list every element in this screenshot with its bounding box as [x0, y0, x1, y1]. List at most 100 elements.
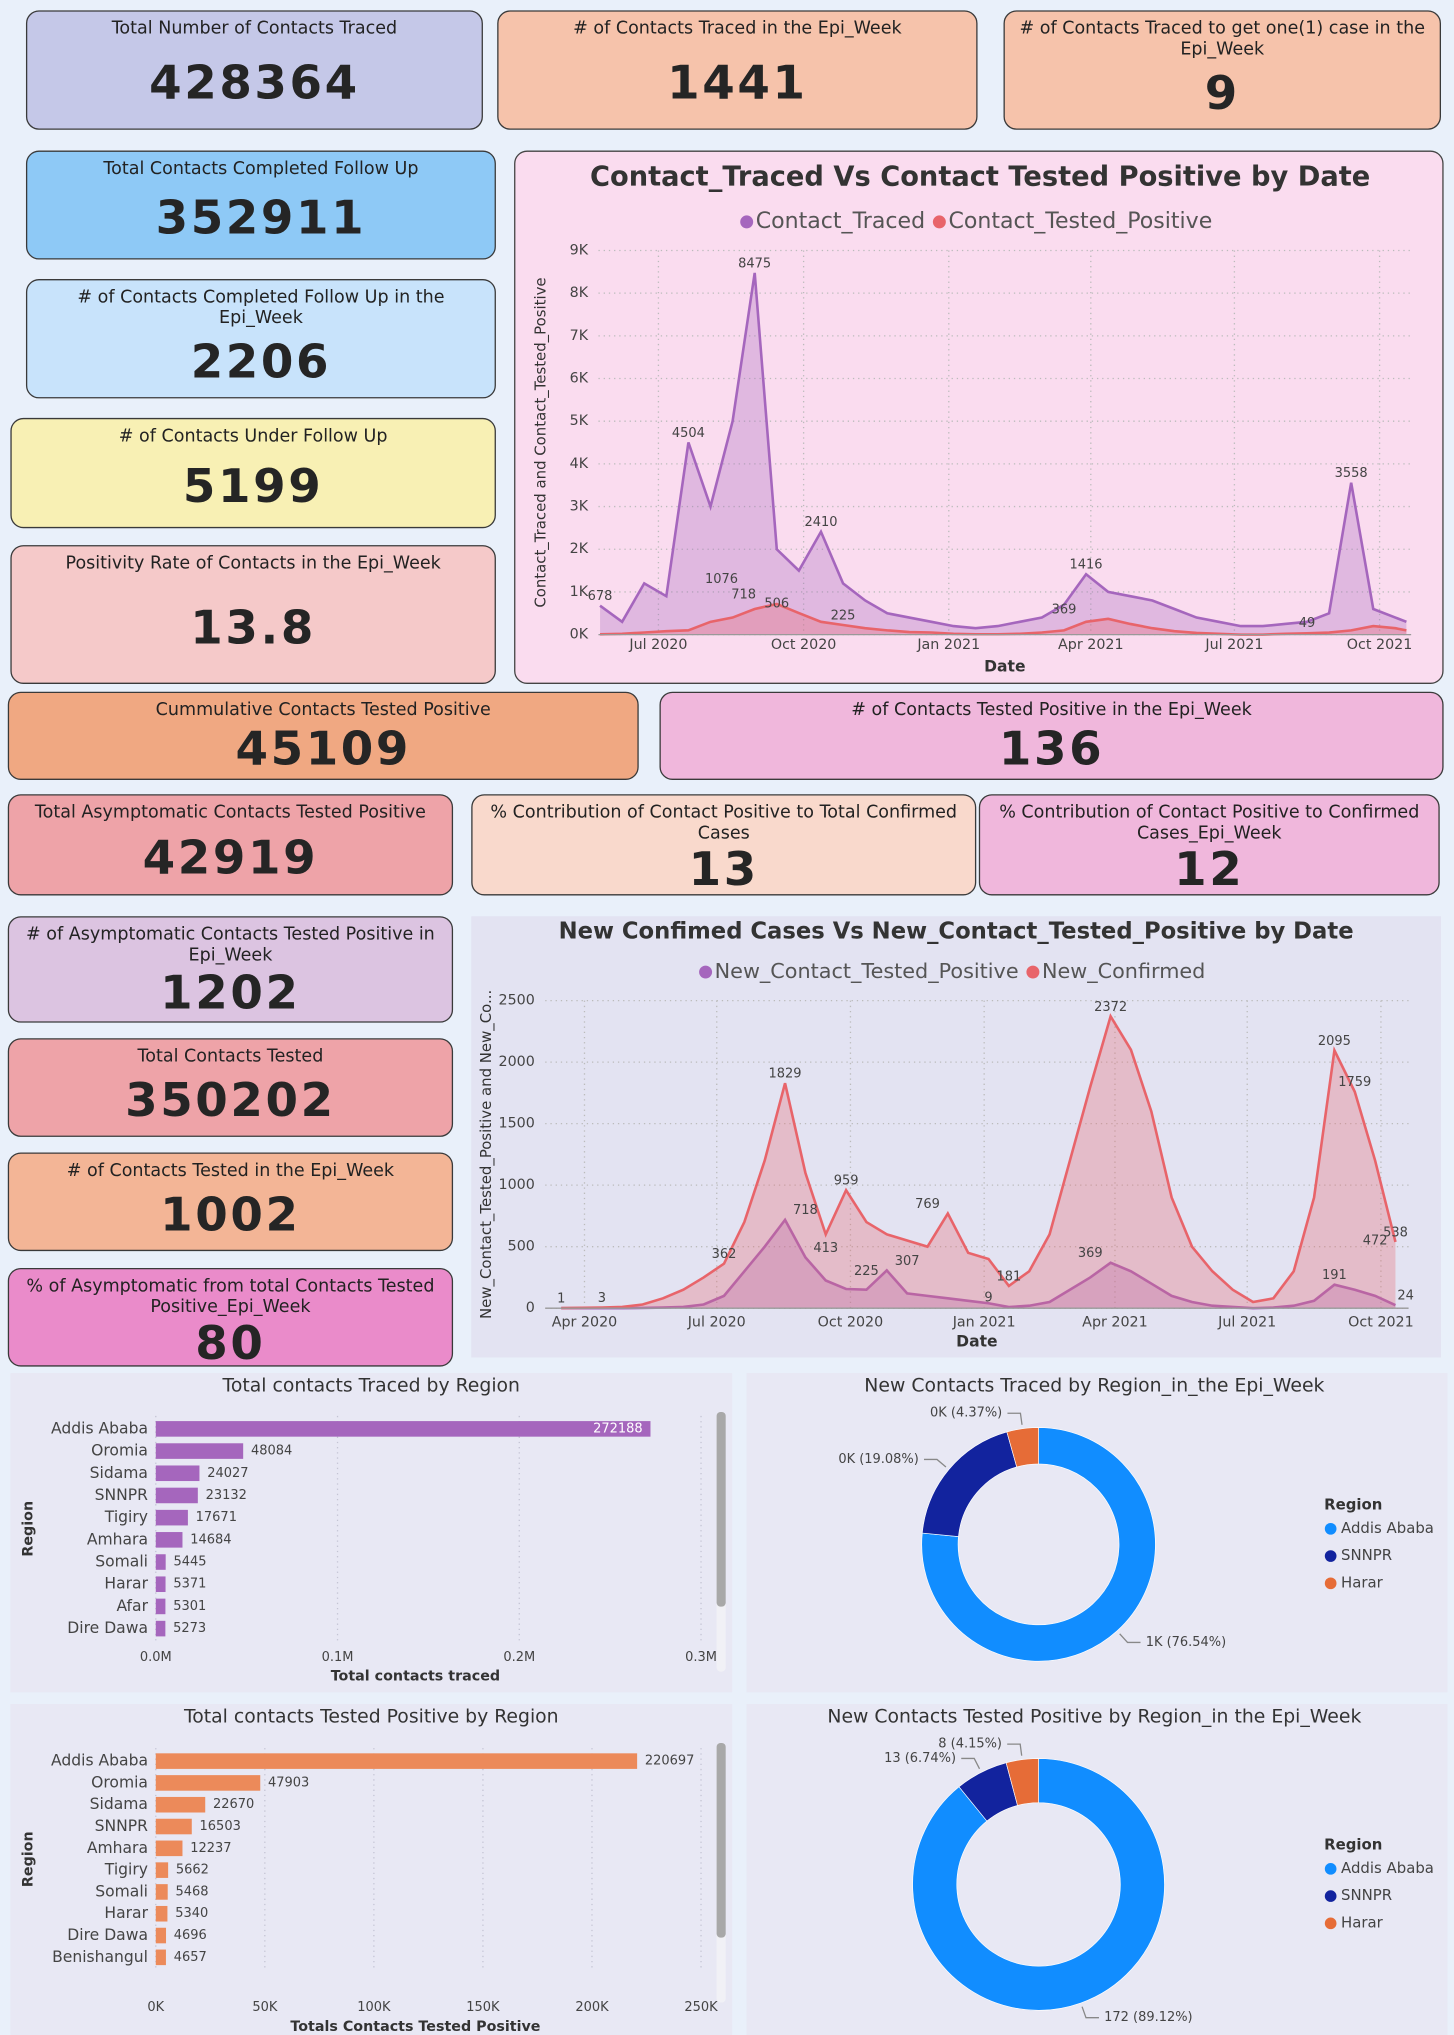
- chart-panel: Contact_Traced Vs Contact Tested Positiv…: [514, 150, 1444, 684]
- donut-slice: [912, 1758, 1165, 2011]
- data-label: 8 (4.15%): [938, 1737, 1002, 1752]
- data-label: 369: [1078, 1246, 1103, 1261]
- y-tick-label: 2000: [499, 1054, 535, 1070]
- category-label: Amhara: [87, 1530, 148, 1548]
- data-label: 5371: [173, 1577, 206, 1592]
- kpi-value: 1002: [160, 1188, 301, 1242]
- kpi-value: 1202: [160, 966, 301, 1021]
- bar: [155, 1509, 188, 1526]
- legend-label: Addis Ababa: [1341, 1859, 1434, 1877]
- bar: [155, 1554, 166, 1570]
- chart-panel: Total contacts Traced by Region 0.0M 0.1M 0…: [10, 1373, 733, 1693]
- data-label: 2095: [1318, 1034, 1351, 1049]
- bar: [155, 1905, 168, 1922]
- x-tick-label: 150K: [466, 2000, 500, 2015]
- bar: [155, 1421, 651, 1437]
- kpi-title: % of Asymptomatic from total Contacts Te…: [26, 1275, 435, 1318]
- category-label: Benishangul: [52, 1948, 148, 1966]
- legend-title: Region: [1324, 1495, 1382, 1513]
- data-label: 362: [712, 1247, 737, 1262]
- x-tick-label: Oct 2021: [1348, 1314, 1414, 1330]
- data-label: 49: [1299, 616, 1316, 631]
- bar: [155, 1465, 200, 1482]
- category-label: Oromia: [91, 1442, 148, 1460]
- kpi-value: 45109: [235, 722, 412, 777]
- x-tick-label: 200K: [575, 2000, 609, 2015]
- legend-label: Contact_Traced: [756, 209, 925, 234]
- chart-panel: New Contacts Tested Positive by Region_i…: [746, 1704, 1448, 2035]
- legend-marker: [932, 215, 946, 229]
- kpi-title: # of Contacts Tested in the Epi_Week: [66, 1160, 395, 1181]
- data-label: 1416: [1070, 558, 1103, 573]
- kpi-card: Total Contacts Completed Follow Up 352911: [25, 150, 496, 260]
- chart-title: Contact_Traced Vs Contact Tested Positiv…: [590, 161, 1370, 192]
- x-tick-label: 0.3M: [685, 1650, 717, 1665]
- chart-title: New Contacts Traced by Region_in_the Epi…: [864, 1376, 1324, 1397]
- y-tick-label: 7K: [570, 328, 589, 344]
- bar: [155, 1753, 638, 1769]
- donut-slice: [921, 1431, 1018, 1537]
- data-label: 1076: [705, 572, 738, 587]
- kpi-title: Total Contacts Tested: [137, 1046, 324, 1067]
- kpi-card: % Contribution of Contact Positive to Co…: [978, 794, 1440, 897]
- x-tick-label: Oct 2020: [818, 1314, 884, 1330]
- legend-marker: [699, 965, 713, 979]
- legend-label: Harar: [1341, 1913, 1384, 1931]
- y-tick-label: 4K: [570, 456, 589, 472]
- data-label: 1759: [1338, 1075, 1371, 1090]
- data-label: 769: [915, 1197, 940, 1212]
- category-label: Somali: [95, 1882, 148, 1900]
- data-label: 191: [1322, 1268, 1347, 1283]
- chart-title: New Contacts Tested Positive by Region_i…: [827, 1706, 1361, 1727]
- kpi-card: # of Contacts Under Follow Up 5199: [10, 417, 496, 529]
- kpi-card: # of Contacts Tested in the Epi_Week 1002: [7, 1152, 454, 1252]
- data-label: 506: [764, 596, 789, 611]
- category-label: Somali: [95, 1553, 148, 1571]
- legend-marker: [1324, 1550, 1337, 1562]
- chart-title: Total contacts Tested Positive by Region: [183, 1706, 559, 1727]
- legend-marker: [1324, 1917, 1337, 1930]
- data-label: 1K (76.54%): [1146, 1635, 1226, 1650]
- kpi-card: Total Asymptomatic Contacts Tested Posit…: [7, 794, 454, 896]
- y-tick-label: 0: [526, 1300, 535, 1316]
- leader-line: [1007, 1743, 1023, 1756]
- x-tick-label: Jul 2021: [1204, 637, 1263, 653]
- data-label: 220697: [645, 1754, 695, 1769]
- kpi-title: % Contribution of Contact Positive to Co…: [999, 802, 1420, 844]
- kpi-card: # of Asymptomatic Contacts Tested Positi…: [7, 916, 454, 1023]
- legend-marker: [1324, 1862, 1337, 1875]
- y-axis-title: Contact_Traced and Contact_Tested_Positi…: [531, 277, 549, 607]
- series-line: [561, 1013, 1397, 1310]
- y-tick-label: 2500: [499, 993, 535, 1009]
- x-tick-label: 0.1M: [322, 1650, 354, 1665]
- bar: [155, 1775, 261, 1791]
- kpi-value: 80: [195, 1317, 266, 1371]
- bar: [155, 1576, 166, 1593]
- kpi-value: 2206: [190, 336, 332, 390]
- bar: [155, 1884, 168, 1900]
- chart: Contact_Traced Vs Contact Tested Positiv…: [531, 161, 1412, 675]
- series-area: [561, 1016, 1396, 1309]
- data-label: 47903: [268, 1775, 309, 1790]
- chart-panel: New Contacts Traced by Region_in_the Epi…: [746, 1373, 1448, 1693]
- data-label: 5468: [175, 1884, 208, 1899]
- x-axis-title: Total contacts traced: [331, 1669, 500, 1685]
- kpi-value: 42919: [142, 831, 319, 886]
- bar: [155, 1443, 244, 1459]
- kpi-value: 5199: [182, 460, 324, 514]
- data-label: 13 (6.74%): [884, 1751, 956, 1766]
- category-label: Harar: [104, 1575, 148, 1593]
- donut-slice: [1006, 1427, 1039, 1468]
- scrollbar-thumb: [716, 1412, 726, 1607]
- data-label: 22670: [213, 1797, 254, 1812]
- y-tick-label: 500: [508, 1239, 535, 1255]
- data-label: 16503: [200, 1819, 241, 1834]
- data-label: 5662: [176, 1863, 209, 1878]
- chart: Total contacts Tested Positive by Region…: [21, 1706, 726, 2035]
- chart-title: New Confimed Cases Vs New_Contact_Tested…: [559, 918, 1354, 944]
- bar: [155, 1949, 166, 1966]
- data-label: 5301: [173, 1599, 206, 1614]
- scrollbar-thumb: [716, 1742, 726, 1938]
- data-label: 413: [813, 1241, 838, 1256]
- legend-label: SNNPR: [1341, 1886, 1392, 1904]
